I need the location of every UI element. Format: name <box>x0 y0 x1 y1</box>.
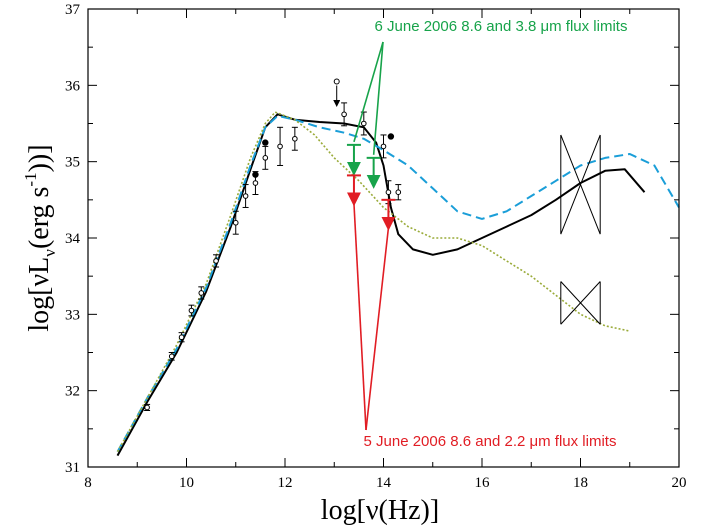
data-point <box>252 180 259 186</box>
data-point-filled <box>387 133 395 140</box>
model-curve-dotted <box>116 111 630 453</box>
data-point <box>144 404 150 411</box>
y-axis-title-sub: ν <box>40 249 59 257</box>
june5-annotation: 5 June 2006 8.6 and 2.2 μm flux limits <box>364 433 617 450</box>
y-tick-label: 32 <box>65 384 80 400</box>
upper-limit-point <box>333 78 340 85</box>
data-point <box>232 219 239 226</box>
data-point <box>242 193 249 199</box>
x-ray-bowtie <box>560 281 601 325</box>
data-point <box>385 189 392 195</box>
plot-area <box>116 41 680 457</box>
y-axis-title-close: ))] <box>24 144 55 172</box>
x-axis-title: log[ν(Hz)] <box>321 495 439 526</box>
june6-pointer <box>372 41 384 155</box>
data-point <box>188 307 195 314</box>
plot-frame <box>87 8 680 468</box>
svg-text:log[νLν(erg s-1))]: log[νLν(erg s-1))] <box>21 144 59 331</box>
y-tick-label: 34 <box>65 231 81 247</box>
model-curve-dashed <box>116 114 680 453</box>
y-axis-title-units: (erg s <box>24 187 55 249</box>
y-axis-title-sup: -1 <box>21 172 40 186</box>
data-point <box>361 120 367 127</box>
y-axis-title: log[νLν(erg s-1))] <box>21 144 59 331</box>
june5-pointer <box>353 203 367 431</box>
june5-pointer <box>365 227 390 431</box>
data-point <box>395 189 402 195</box>
x-tick-label: 16 <box>475 475 491 491</box>
x-axis-ticks: 8 10 12 14 16 18 20 <box>84 9 687 491</box>
y-axis-title-main: log[νL <box>24 257 55 332</box>
data-point <box>198 290 205 296</box>
x-tick-label: 20 <box>672 475 687 491</box>
june6-annotation: 6 June 2006 8.6 and 3.8 μm flux limits <box>375 18 628 35</box>
x-tick-label: 18 <box>573 475 588 491</box>
y-tick-label: 31 <box>65 460 80 476</box>
data-point-filled <box>262 139 269 146</box>
x-tick-label: 10 <box>179 475 194 491</box>
data-point <box>178 334 185 341</box>
model-curve-solid <box>116 113 646 457</box>
y-tick-label: 33 <box>65 307 80 323</box>
data-point <box>277 143 283 150</box>
data-point <box>262 155 269 161</box>
x-ray-bowtie <box>560 134 601 235</box>
data-point <box>341 111 347 118</box>
x-tick-label: 12 <box>278 475 293 491</box>
x-tick-label: 14 <box>376 475 392 491</box>
y-tick-label: 37 <box>65 2 81 18</box>
y-tick-label: 36 <box>65 78 81 94</box>
data-point-filled <box>252 171 259 178</box>
y-axis-ticks: 31 32 33 34 35 36 37 <box>65 2 679 476</box>
y-tick-label: 35 <box>65 155 80 171</box>
data-point <box>168 353 175 360</box>
data-point <box>292 135 298 142</box>
data-point <box>213 258 219 264</box>
data-point <box>380 143 387 150</box>
x-tick-label: 8 <box>84 475 92 491</box>
june6-pointer <box>353 41 384 143</box>
